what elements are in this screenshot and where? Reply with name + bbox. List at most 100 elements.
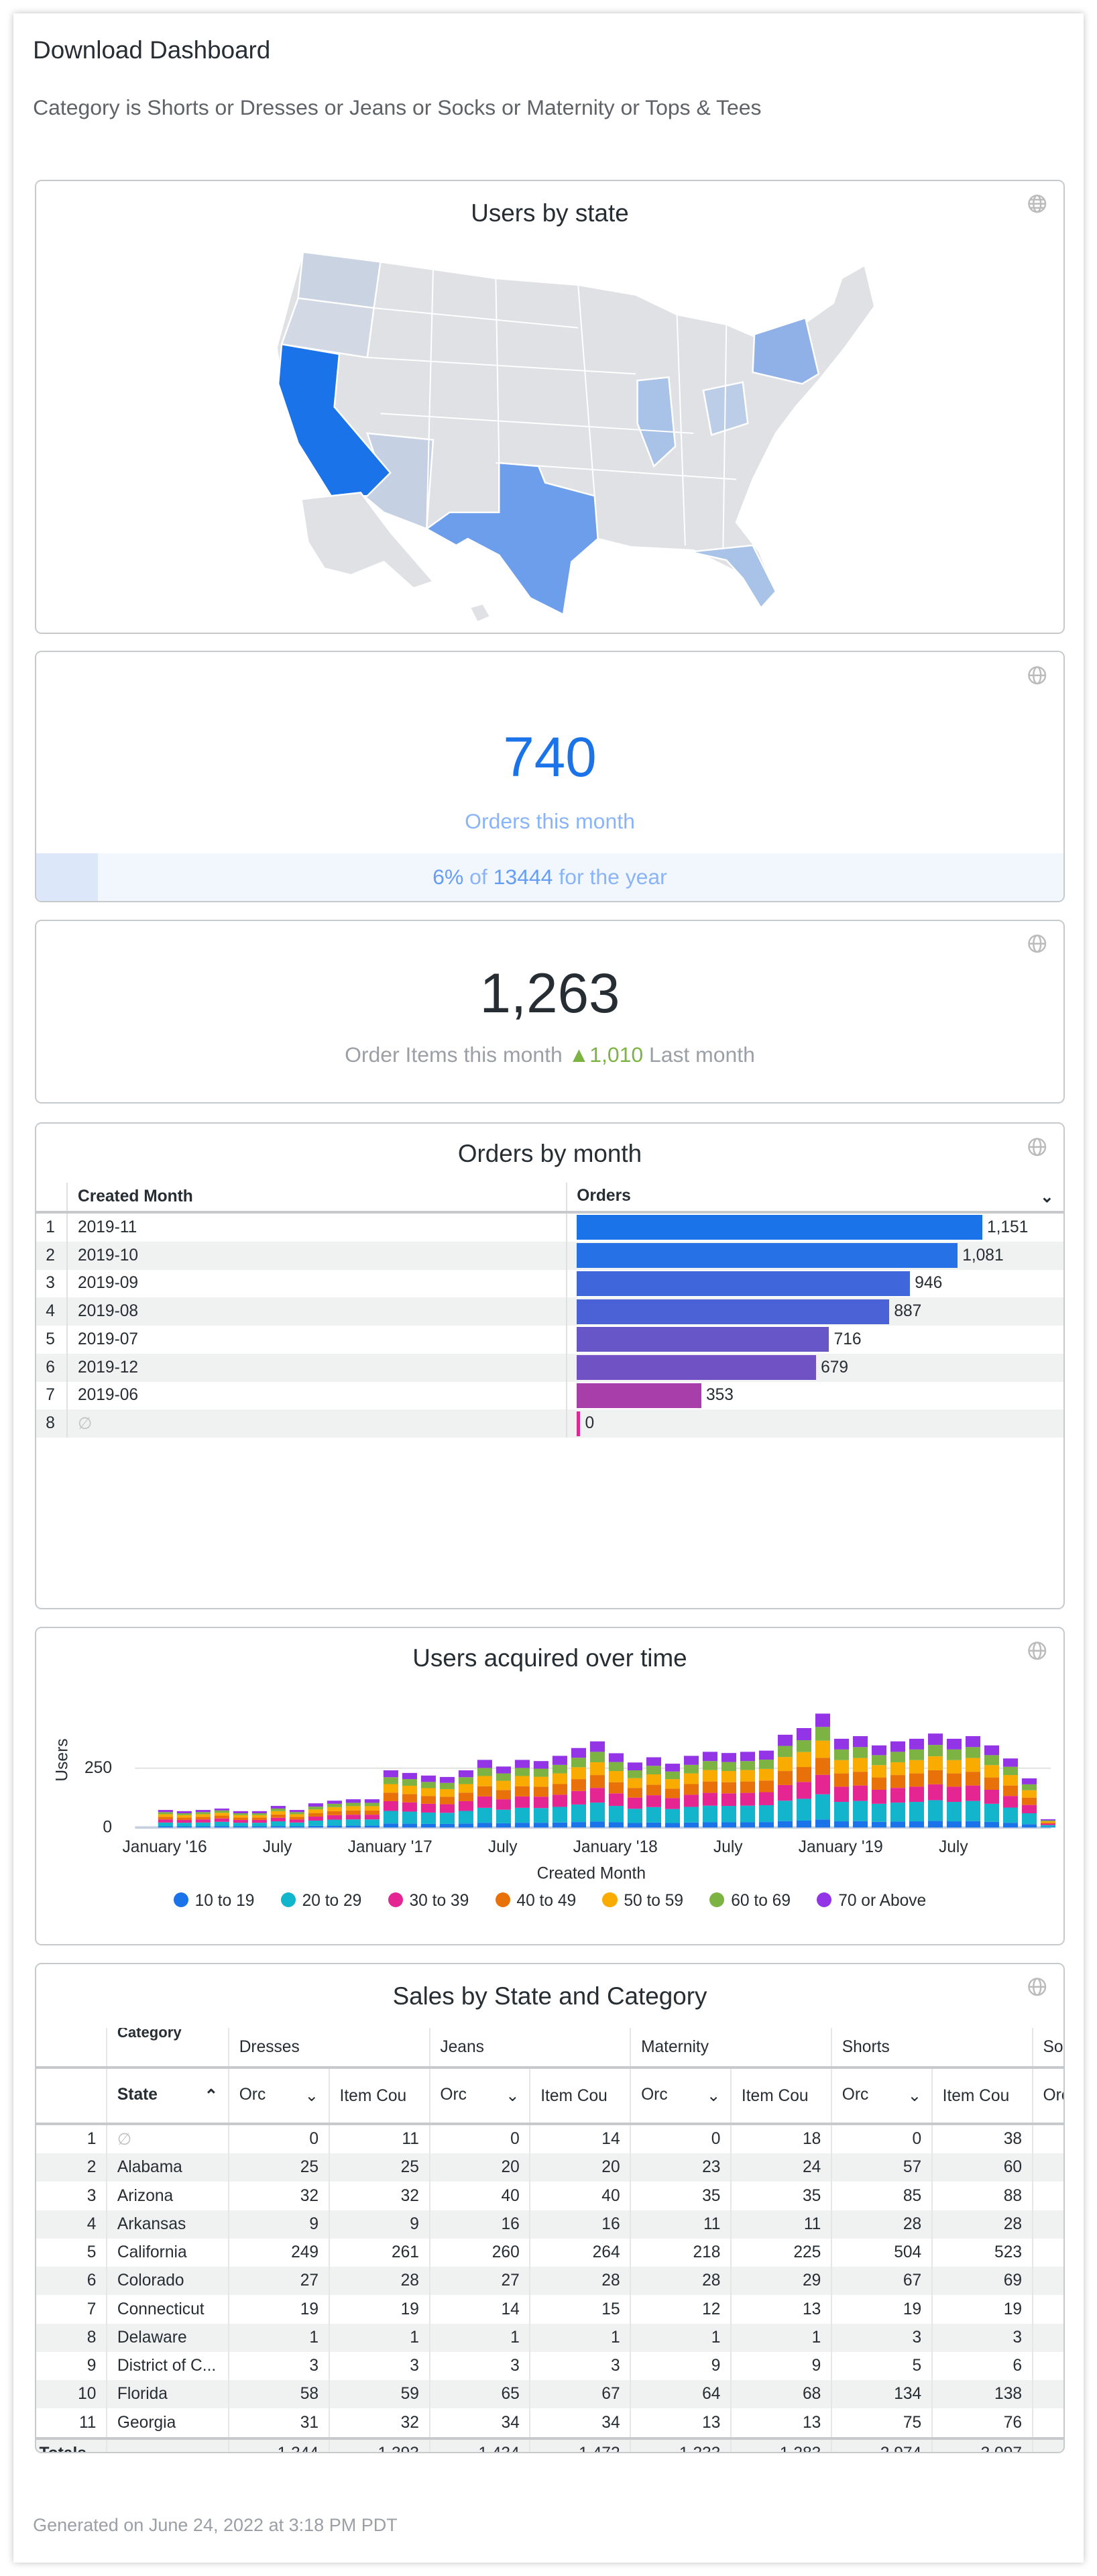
bar-segment: [608, 1762, 624, 1771]
bar-segment: [665, 1809, 680, 1823]
state-cell: Florida: [107, 2380, 229, 2409]
column-header-created-month[interactable]: Created Month: [67, 1183, 567, 1214]
bar-segment: [1002, 1795, 1018, 1808]
legend-item[interactable]: 70 or Above: [817, 1892, 926, 1911]
bar-segment: [176, 1811, 192, 1813]
bar-segment: [496, 1823, 511, 1827]
legend-item[interactable]: 10 to 19: [173, 1892, 254, 1911]
bar-segment: [589, 1821, 605, 1827]
map-state-florida: [689, 544, 777, 610]
value-cell: 59: [329, 2380, 430, 2409]
bar-segment: [683, 1794, 699, 1807]
bar-segment: [646, 1765, 661, 1774]
bar-segment: [364, 1819, 380, 1825]
chevron-down-icon[interactable]: ⌄: [304, 2087, 319, 2106]
column-header-orders[interactable]: Orders ⌄: [566, 1183, 1064, 1214]
bar-segment: [214, 1810, 229, 1813]
chevron-down-icon[interactable]: ⌄: [706, 2087, 721, 2106]
bar-segment: [402, 1785, 417, 1794]
empty-cell: [107, 2436, 229, 2452]
bar-segment: [608, 1805, 624, 1823]
value-cell: 25: [329, 2153, 430, 2182]
bar-segment: [946, 1738, 962, 1750]
bar-segment: [927, 1744, 943, 1756]
globe-icon[interactable]: [1027, 1137, 1047, 1157]
legend-item[interactable]: 60 to 69: [709, 1892, 791, 1911]
item-count-column-header[interactable]: Item Cou: [731, 2068, 833, 2125]
value-cell: 3: [429, 2351, 531, 2381]
total-cell: 1,344: [228, 2436, 330, 2452]
created-month-cell: 2019-12: [67, 1353, 567, 1382]
comparison-value: 1,010: [589, 1042, 644, 1067]
bar-segment: [176, 1826, 192, 1827]
bar-segment: [420, 1803, 436, 1813]
totals-label: Totals: [36, 2436, 108, 2452]
bar-segment: [233, 1826, 248, 1827]
bar-segment: [176, 1817, 192, 1820]
bar-segment: [890, 1751, 905, 1762]
bar-segment: [871, 1789, 886, 1804]
orders-column-header[interactable]: Orc ⌄: [831, 2068, 933, 2125]
value-cell: 16: [530, 2210, 632, 2239]
bar-segment: [158, 1822, 173, 1827]
bar-segment: [740, 1792, 755, 1806]
item-count-column-header[interactable]: Item Cou: [931, 2068, 1033, 2125]
bar-segment: [777, 1800, 793, 1821]
item-count-column-header[interactable]: Item Cou: [329, 2068, 430, 2125]
orders-column-header[interactable]: Orc: [1032, 2068, 1064, 2125]
globe-icon[interactable]: [1027, 934, 1047, 953]
chevron-down-icon[interactable]: ⌄: [907, 2087, 922, 2106]
legend-label: 50 to 59: [624, 1891, 684, 1910]
bar-segment: [852, 1758, 868, 1772]
orders-column-header[interactable]: Orc ⌄: [228, 2068, 330, 2125]
value-cell: 19: [931, 2295, 1033, 2324]
bar-segment: [458, 1792, 473, 1801]
value-cell: 13: [630, 2408, 732, 2438]
bar-segment: [327, 1803, 342, 1807]
row-number: 4: [36, 2210, 108, 2239]
value-cell: 1: [429, 2323, 531, 2352]
state-cell: District of C...: [107, 2351, 229, 2381]
state-column-header[interactable]: State ⌃: [107, 2068, 229, 2125]
bar-segment: [327, 1807, 342, 1811]
value-cell: 28: [831, 2210, 933, 2239]
bar-segment: [589, 1787, 605, 1803]
orders-column-header[interactable]: Orc ⌄: [630, 2068, 732, 2125]
value-cell: 38: [931, 2123, 1033, 2154]
legend-item[interactable]: 30 to 39: [388, 1892, 469, 1911]
globe-icon[interactable]: [1027, 1977, 1047, 1996]
globe-icon[interactable]: [1027, 1641, 1047, 1660]
orders-value: 353: [705, 1386, 734, 1405]
globe-icon[interactable]: [1027, 194, 1047, 213]
bar-segment: [984, 1754, 999, 1765]
chevron-down-icon[interactable]: ⌄: [1040, 1188, 1054, 1207]
bar-segment: [496, 1799, 511, 1810]
bar-segment: [1002, 1758, 1018, 1767]
created-month-cell: 2019-10: [67, 1241, 567, 1270]
bar-segment: [946, 1760, 962, 1774]
bar-segment: [345, 1825, 361, 1827]
row-number: 6: [36, 2267, 108, 2296]
bar-segment: [533, 1796, 548, 1808]
table-row: 7 2019-06 353: [36, 1381, 1064, 1410]
orders-value: 679: [821, 1358, 849, 1377]
orders-cell: 716: [567, 1326, 1064, 1354]
bar-segment: [646, 1784, 661, 1795]
chevron-down-icon[interactable]: ⌄: [506, 2087, 520, 2106]
bar-segment: [402, 1772, 417, 1779]
orders-column-header[interactable]: Orc ⌄: [429, 2068, 531, 2125]
legend-item[interactable]: 20 to 29: [280, 1892, 361, 1911]
orders-cell: 946: [567, 1270, 1064, 1298]
bar-segment: [927, 1756, 943, 1770]
globe-icon[interactable]: [1027, 665, 1047, 685]
bar-segment: [758, 1759, 774, 1769]
bar-segment: [946, 1821, 962, 1827]
row-number: 2: [36, 1241, 68, 1270]
bar-segment: [946, 1786, 962, 1802]
sort-ascending-icon[interactable]: ⌃: [204, 2087, 219, 2106]
item-count-column-header[interactable]: Item Cou: [530, 2068, 632, 2125]
legend-item[interactable]: 50 to 59: [602, 1892, 683, 1911]
bar-segment: [852, 1821, 868, 1827]
legend-item[interactable]: 40 to 49: [495, 1892, 576, 1911]
